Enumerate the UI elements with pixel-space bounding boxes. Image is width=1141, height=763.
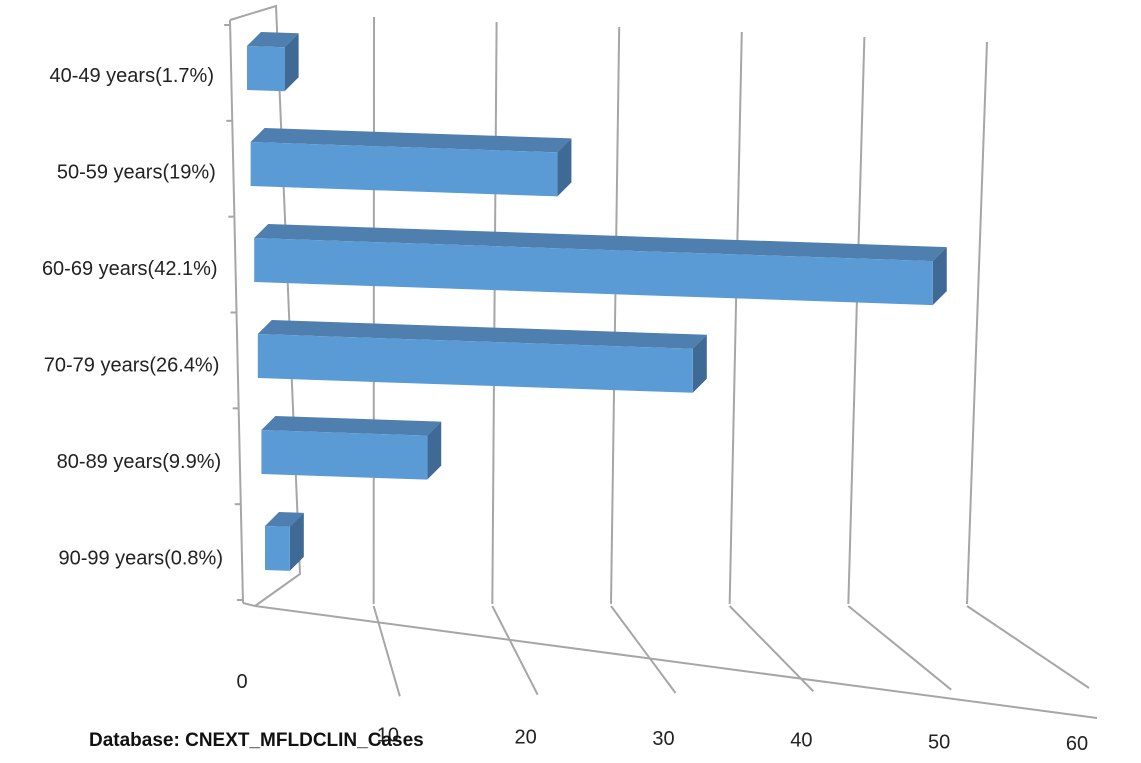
bar-side-face — [289, 512, 304, 571]
bar-side-face — [692, 334, 707, 393]
bar — [250, 128, 572, 197]
gridline — [491, 21, 498, 605]
floor-gridline — [491, 605, 539, 696]
x-tick-labels: 0 10 20 30 40 50 60 — [236, 671, 1088, 755]
bar-front-face — [257, 334, 693, 393]
bar-top-face — [265, 512, 304, 527]
chart-walls — [224, 4, 1098, 719]
bar-top-face — [254, 224, 947, 262]
axis-corner — [242, 602, 256, 607]
bar-top-face — [257, 320, 707, 349]
floor-gridline — [966, 605, 1090, 689]
category-label: 60-69 years(42.1%) — [42, 258, 218, 280]
side-wall — [229, 4, 302, 607]
bar — [247, 32, 299, 92]
bar — [257, 320, 707, 393]
floor-gridline — [610, 605, 677, 694]
bar-front-face — [254, 238, 933, 306]
bar-side-face — [557, 138, 572, 197]
category-label: 80-89 years(9.9%) — [57, 451, 222, 473]
category-label: 40-49 years(1.7%) — [49, 65, 214, 87]
bar-front-face — [250, 142, 558, 197]
x-tick-label: 0 — [236, 671, 247, 693]
category-label: 90-99 years(0.8%) — [58, 548, 223, 570]
category-labels: 40-49 years(1.7%) 50-59 years(19%) 60-69 y… — [42, 65, 223, 570]
database-footnote: Database: CNEXT_MFLDCLIN_Cases — [89, 730, 424, 751]
bar-front-face — [247, 46, 285, 92]
x-tick-label: 40 — [790, 730, 812, 752]
floor-gridline — [372, 605, 401, 697]
gridline — [728, 31, 743, 605]
bar — [261, 416, 442, 480]
gridline — [966, 41, 988, 605]
category-label: 70-79 years(26.4%) — [44, 355, 220, 377]
x-tick-label: 50 — [928, 731, 950, 753]
x-tick-label: 30 — [652, 728, 674, 750]
x-tick-label: 10 — [377, 725, 399, 747]
bar — [265, 512, 304, 571]
bar-front-face — [261, 430, 428, 480]
x-tick-label: 60 — [1066, 733, 1088, 755]
gridline — [847, 36, 866, 605]
bar-top-face — [247, 32, 299, 48]
bar-side-face — [284, 33, 299, 92]
bar-side-face — [932, 247, 947, 306]
gridline — [610, 26, 621, 605]
floor-gridline — [847, 605, 952, 691]
gridlines — [372, 16, 1090, 697]
bar-side-face — [427, 421, 442, 480]
floor-gridline — [728, 605, 815, 693]
floor-front-edge — [254, 605, 1098, 719]
bar-top-face — [261, 416, 442, 436]
x-tick-label: 20 — [515, 726, 537, 748]
category-label: 50-59 years(19%) — [57, 162, 216, 184]
bar-top-face — [250, 128, 572, 153]
bar — [254, 224, 947, 306]
bar-front-face — [265, 526, 290, 571]
bars — [247, 32, 947, 571]
